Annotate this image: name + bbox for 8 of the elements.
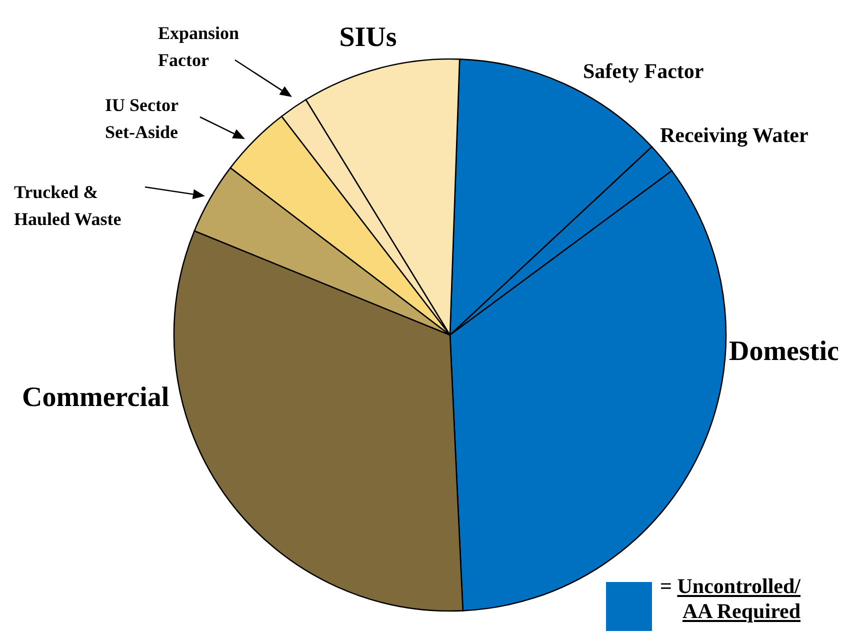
slice-label: SIUs (339, 22, 397, 53)
slice-label: Expansion Factor (158, 23, 240, 70)
text: = Uncontrolled/ AA Required (660, 574, 801, 623)
slice-label: Receiving Water (660, 123, 808, 147)
slice-label: Safety Factor (583, 59, 704, 83)
legend-label: Trucked & Hauled Waste (14, 182, 122, 229)
slice-label: Commercial (22, 382, 170, 413)
slice-label: IU Sector Set-Aside (105, 95, 178, 142)
